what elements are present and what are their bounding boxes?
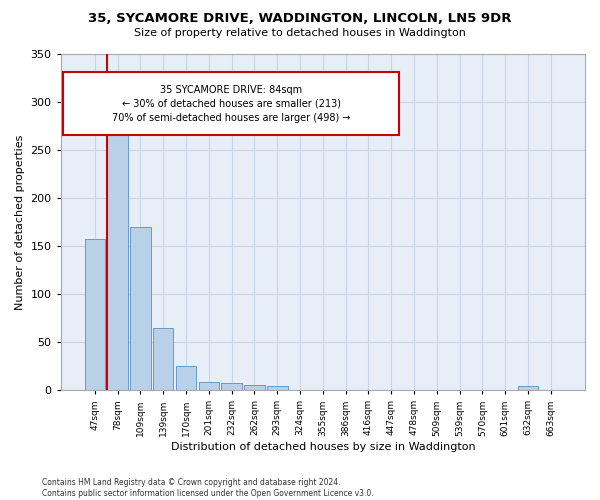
Text: 35, SYCAMORE DRIVE, WADDINGTON, LINCOLN, LN5 9DR: 35, SYCAMORE DRIVE, WADDINGTON, LINCOLN,… bbox=[88, 12, 512, 26]
Bar bbox=[153, 328, 173, 390]
Bar bbox=[244, 386, 265, 390]
Bar bbox=[267, 386, 287, 390]
Bar bbox=[130, 227, 151, 390]
Bar bbox=[176, 366, 196, 390]
Text: Contains HM Land Registry data © Crown copyright and database right 2024.
Contai: Contains HM Land Registry data © Crown c… bbox=[42, 478, 374, 498]
Bar bbox=[107, 116, 128, 390]
Bar bbox=[518, 386, 538, 390]
Text: Size of property relative to detached houses in Waddington: Size of property relative to detached ho… bbox=[134, 28, 466, 38]
Bar bbox=[221, 384, 242, 390]
X-axis label: Distribution of detached houses by size in Waddington: Distribution of detached houses by size … bbox=[170, 442, 475, 452]
Bar bbox=[85, 240, 105, 390]
Text: 35 SYCAMORE DRIVE: 84sqm
← 30% of detached houses are smaller (213)
70% of semi-: 35 SYCAMORE DRIVE: 84sqm ← 30% of detach… bbox=[112, 84, 350, 122]
Y-axis label: Number of detached properties: Number of detached properties bbox=[15, 134, 25, 310]
Bar bbox=[199, 382, 219, 390]
FancyBboxPatch shape bbox=[64, 72, 399, 134]
